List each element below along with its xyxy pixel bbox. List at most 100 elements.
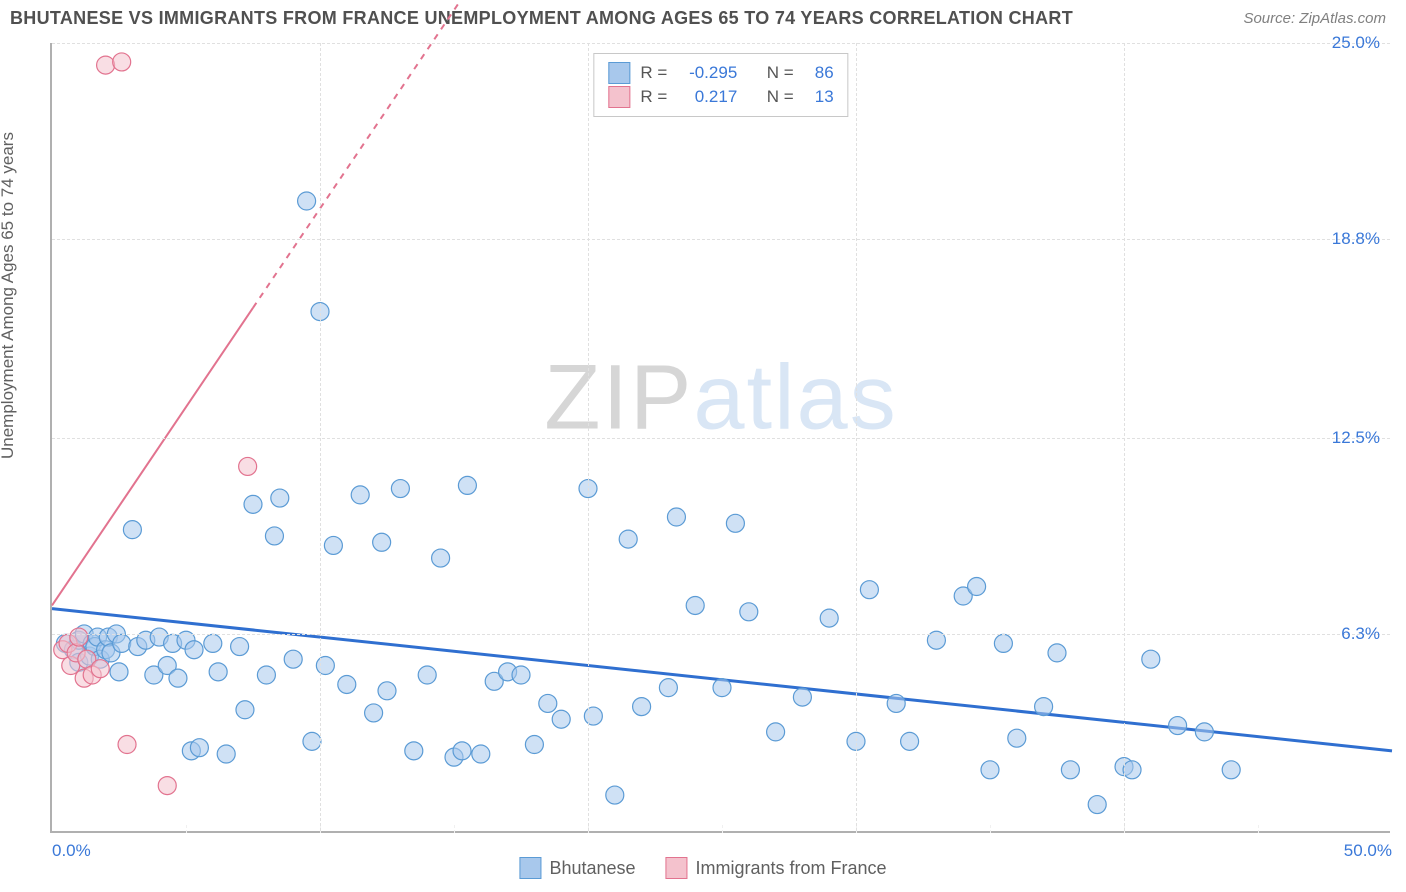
- legend: Bhutanese Immigrants from France: [519, 857, 886, 879]
- data-point: [820, 609, 838, 627]
- y-axis-label: Unemployment Among Ages 65 to 74 years: [0, 132, 18, 459]
- source-attribution: Source: ZipAtlas.com: [1243, 10, 1386, 27]
- data-point: [257, 666, 275, 684]
- data-point: [97, 56, 115, 74]
- data-point: [667, 508, 685, 526]
- data-point: [239, 457, 257, 475]
- data-point: [91, 660, 109, 678]
- data-point: [113, 634, 131, 652]
- gridline-v: [990, 825, 991, 833]
- data-point: [901, 732, 919, 750]
- data-point: [1008, 729, 1026, 747]
- data-point: [324, 536, 342, 554]
- data-point: [123, 521, 141, 539]
- gridline-v: [722, 825, 723, 833]
- data-point: [373, 533, 391, 551]
- data-point: [887, 694, 905, 712]
- data-point: [1142, 650, 1160, 668]
- data-point: [793, 688, 811, 706]
- y-tick-label: 25.0%: [1332, 33, 1380, 53]
- data-point: [209, 663, 227, 681]
- gridline-v: [454, 825, 455, 833]
- gridline-h: [52, 438, 1390, 439]
- gridline-v: [856, 43, 857, 831]
- gridline-v: [186, 825, 187, 833]
- gridline-v: [1258, 825, 1259, 833]
- data-point: [453, 742, 471, 760]
- chart-container: Unemployment Among Ages 65 to 74 years Z…: [0, 33, 1406, 885]
- data-point: [158, 777, 176, 795]
- trend-line: [52, 308, 253, 606]
- data-point: [418, 666, 436, 684]
- data-point: [265, 527, 283, 545]
- data-point: [231, 638, 249, 656]
- gridline-v: [320, 43, 321, 831]
- plot-area: ZIPatlas R =-0.295 N =86R =0.217 N =13 6…: [50, 43, 1390, 833]
- data-point: [1035, 698, 1053, 716]
- data-point: [365, 704, 383, 722]
- data-point: [110, 663, 128, 681]
- data-point: [968, 578, 986, 596]
- data-point: [472, 745, 490, 763]
- legend-item: Immigrants from France: [666, 857, 887, 879]
- gridline-h: [52, 43, 1390, 44]
- data-point: [236, 701, 254, 719]
- legend-item: Bhutanese: [519, 857, 635, 879]
- trend-line-dashed: [253, 0, 1392, 308]
- gridline-h: [52, 634, 1390, 635]
- data-point: [606, 786, 624, 804]
- data-point: [458, 476, 476, 494]
- data-point: [726, 514, 744, 532]
- data-point: [512, 666, 530, 684]
- data-point: [118, 736, 136, 754]
- data-point: [981, 761, 999, 779]
- data-point: [432, 549, 450, 567]
- y-tick-label: 12.5%: [1332, 428, 1380, 448]
- gridline-h: [52, 239, 1390, 240]
- data-point: [713, 679, 731, 697]
- data-point: [1195, 723, 1213, 741]
- data-point: [351, 486, 369, 504]
- data-point: [1123, 761, 1141, 779]
- legend-label: Bhutanese: [549, 858, 635, 879]
- gridline-v: [588, 43, 589, 831]
- data-point: [1169, 717, 1187, 735]
- data-point: [113, 53, 131, 71]
- x-tick-label: 0.0%: [52, 841, 91, 861]
- data-point: [539, 694, 557, 712]
- data-point: [767, 723, 785, 741]
- data-point: [994, 634, 1012, 652]
- data-point: [619, 530, 637, 548]
- data-point: [70, 628, 88, 646]
- data-point: [244, 495, 262, 513]
- data-point: [391, 480, 409, 498]
- data-point: [1222, 761, 1240, 779]
- data-point: [860, 581, 878, 599]
- data-point: [686, 596, 704, 614]
- data-point: [633, 698, 651, 716]
- data-point: [217, 745, 235, 763]
- data-point: [1048, 644, 1066, 662]
- data-point: [298, 192, 316, 210]
- data-point: [659, 679, 677, 697]
- gridline-v: [1124, 43, 1125, 831]
- data-point: [740, 603, 758, 621]
- data-point: [338, 675, 356, 693]
- data-point: [1061, 761, 1079, 779]
- data-point: [204, 634, 222, 652]
- data-point: [185, 641, 203, 659]
- legend-label: Immigrants from France: [696, 858, 887, 879]
- data-point: [525, 736, 543, 754]
- data-point: [378, 682, 396, 700]
- data-point: [169, 669, 187, 687]
- legend-swatch: [666, 857, 688, 879]
- x-tick-label: 50.0%: [1344, 841, 1392, 861]
- data-point: [271, 489, 289, 507]
- y-tick-label: 18.8%: [1332, 229, 1380, 249]
- chart-svg: [52, 43, 1390, 831]
- data-point: [284, 650, 302, 668]
- data-point: [405, 742, 423, 760]
- data-point: [303, 732, 321, 750]
- legend-swatch: [519, 857, 541, 879]
- chart-title: BHUTANESE VS IMMIGRANTS FROM FRANCE UNEM…: [10, 8, 1073, 29]
